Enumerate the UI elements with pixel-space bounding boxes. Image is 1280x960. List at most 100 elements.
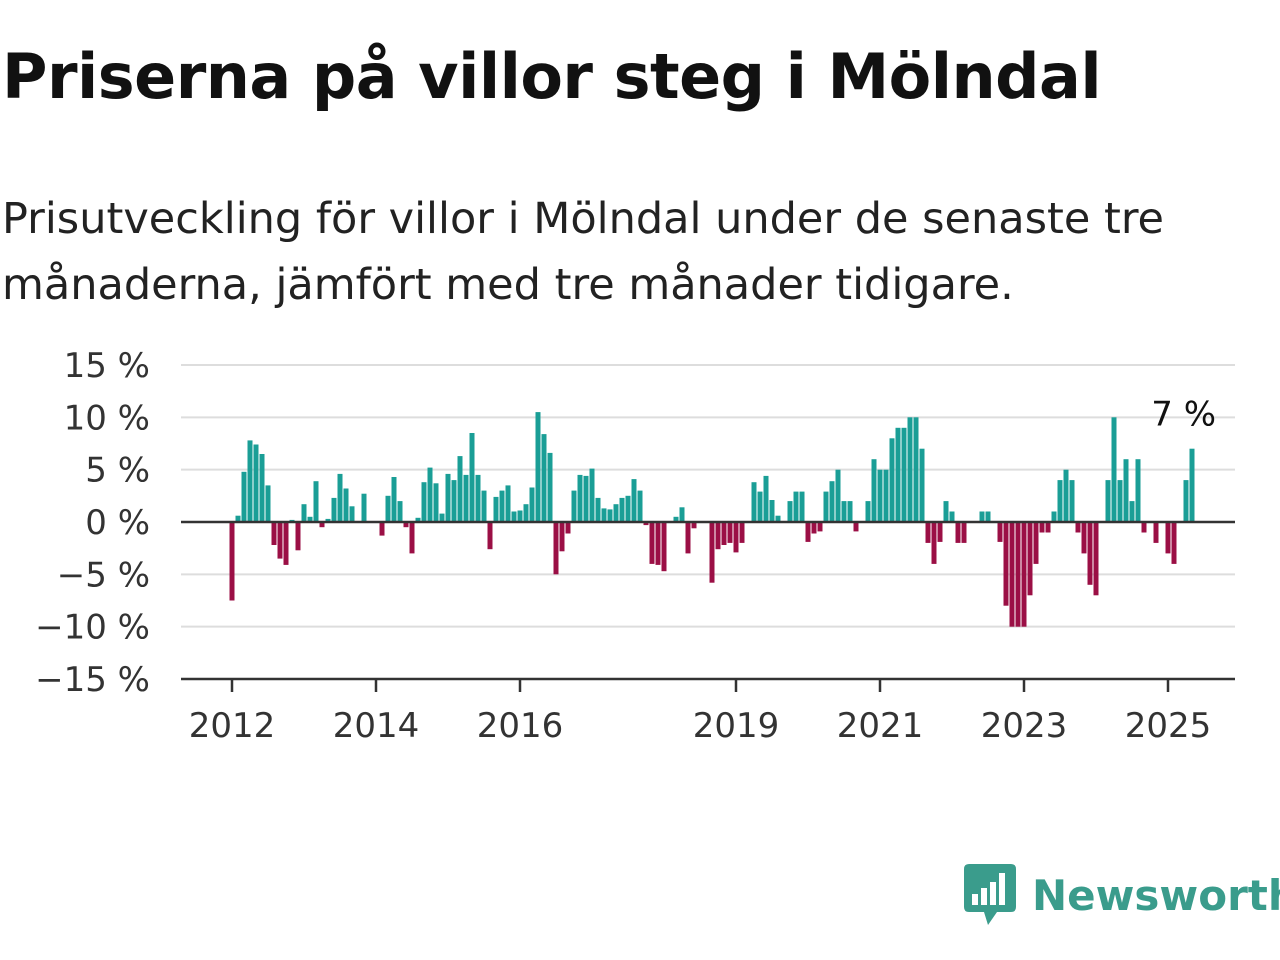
tick-labels: 15 % 10 % 5 % 0 % −5 % −10 % −15 % 2012 2014 2016… [35, 346, 1216, 746]
bar [817, 522, 823, 532]
bar [931, 522, 937, 564]
bar [1153, 522, 1159, 543]
bar [901, 427, 907, 522]
bar [307, 516, 313, 522]
bar [475, 474, 481, 522]
bar [295, 522, 301, 551]
bar [847, 501, 853, 522]
gridlines [181, 364, 1235, 628]
bar [799, 491, 805, 522]
bar [1111, 417, 1117, 522]
bar [739, 522, 745, 543]
bar [1045, 522, 1051, 533]
bar [823, 491, 829, 522]
y-tick-label: 5 % [85, 451, 150, 491]
bar [997, 522, 1003, 542]
bar [559, 522, 565, 552]
chart-subtitle: Prisutveckling för villor i Mölndal unde… [2, 194, 1165, 310]
bar [283, 522, 289, 565]
bar [511, 511, 517, 522]
bar [403, 522, 409, 528]
bar [1057, 480, 1063, 522]
bar [451, 480, 457, 522]
bar [907, 417, 913, 522]
bar [349, 506, 355, 522]
bar [865, 501, 871, 522]
bar [595, 497, 601, 522]
y-tick-label: 10 % [64, 398, 150, 438]
bar [625, 495, 631, 522]
bar [883, 469, 889, 522]
y-tick-label: 0 % [85, 503, 150, 543]
bar [775, 515, 781, 522]
bar [607, 509, 613, 522]
bar [673, 516, 679, 522]
bar [379, 522, 385, 536]
bar [1081, 522, 1087, 554]
bar [841, 501, 847, 522]
bar [301, 504, 307, 522]
latest-value-annotation: 7 % [1151, 394, 1216, 434]
newsworthy-logo: Newsworthy [964, 864, 1280, 926]
bar [241, 471, 247, 522]
bar [757, 491, 763, 522]
bar [331, 497, 337, 522]
bar [985, 511, 991, 522]
bar [1051, 511, 1057, 522]
bar [505, 485, 511, 522]
bar [1033, 522, 1039, 564]
bar-chart: 15 % 10 % 5 % 0 % −5 % −10 % −15 % 2012 2014 2016… [35, 346, 1235, 746]
bar [787, 501, 793, 522]
bar [631, 479, 637, 522]
y-tick-label: 15 % [64, 346, 150, 386]
bar [445, 473, 451, 522]
bar [793, 491, 799, 522]
bar [637, 490, 643, 522]
brand-name: Newsworthy [1032, 870, 1280, 920]
bar [1003, 522, 1009, 606]
bar [949, 511, 955, 522]
x-tick-label: 2025 [1125, 706, 1212, 746]
bar [685, 522, 691, 554]
bar [1087, 522, 1093, 585]
bar [1069, 480, 1075, 522]
bar [913, 417, 919, 522]
bar [1135, 459, 1141, 522]
bar [1093, 522, 1099, 596]
bar [1021, 522, 1027, 627]
bar [835, 469, 841, 522]
bar [319, 522, 325, 528]
bar [1123, 459, 1129, 522]
bar [715, 522, 721, 550]
bar [1183, 480, 1189, 522]
bar [481, 490, 487, 522]
x-tick-label: 2019 [693, 706, 780, 746]
bar [337, 473, 343, 522]
x-tick-label: 2016 [477, 706, 564, 746]
bar [691, 522, 697, 529]
bar-chart-speech-bubble-icon [964, 864, 1016, 925]
bar [919, 448, 925, 522]
bar [877, 469, 883, 522]
y-tick-label: −15 % [35, 660, 150, 700]
chart-title: Priserna på villor steg i Mölndal [2, 40, 1102, 113]
bar [229, 522, 235, 601]
bar [1039, 522, 1045, 533]
bar [343, 488, 349, 522]
bar [583, 475, 589, 522]
bar [1009, 522, 1015, 627]
x-tick-label: 2021 [837, 706, 924, 746]
bar [853, 522, 859, 532]
bar [871, 459, 877, 522]
bar [589, 468, 595, 522]
y-tick-label: −5 % [57, 555, 150, 595]
bar [1117, 480, 1123, 522]
bar [769, 500, 775, 522]
bar [529, 487, 535, 522]
x-tick-label: 2023 [981, 706, 1068, 746]
bar [457, 456, 463, 522]
axes [181, 520, 1235, 692]
bar [751, 482, 757, 522]
bar [415, 517, 421, 522]
bar [661, 522, 667, 572]
